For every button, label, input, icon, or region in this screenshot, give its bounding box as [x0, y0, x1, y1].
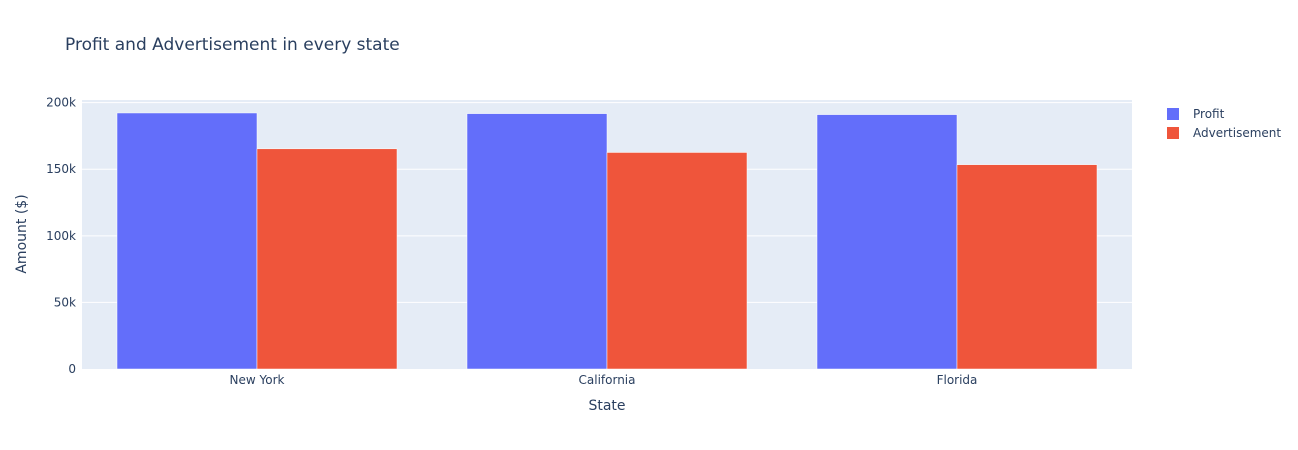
legend-swatch [1167, 108, 1179, 120]
bar-profit-california[interactable] [466, 113, 608, 370]
x-tick-label: California [579, 373, 636, 387]
x-tick-label: Florida [937, 373, 978, 387]
y-tick-label: 50k [54, 295, 76, 309]
legend-item-profit[interactable]: Profit [1167, 107, 1225, 121]
legend-label: Profit [1193, 107, 1225, 121]
y-tick-label: 150k [46, 162, 76, 176]
legend-swatch [1167, 127, 1179, 139]
bar-profit-new-york[interactable] [116, 112, 258, 370]
x-tick-label: New York [230, 373, 285, 387]
y-axis-ticks: 0 50k 100k 150k 200k [46, 96, 76, 376]
bars [116, 112, 1098, 370]
y-tick-label: 200k [46, 96, 76, 110]
legend-item-advertisement[interactable]: Advertisement [1167, 126, 1281, 140]
x-axis-ticks: New York California Florida [230, 373, 978, 387]
y-tick-label: 100k [46, 229, 76, 243]
legend[interactable]: Profit Advertisement [1167, 107, 1281, 140]
bar-advertisement-florida[interactable] [956, 164, 1098, 370]
bar-profit-florida[interactable] [816, 114, 958, 370]
bar-advertisement-new-york[interactable] [256, 148, 398, 370]
legend-label: Advertisement [1193, 126, 1281, 140]
y-axis-title: Amount ($) [14, 194, 30, 273]
bar-advertisement-california[interactable] [606, 152, 748, 370]
chart-title: Profit and Advertisement in every state [65, 35, 400, 55]
x-axis-title: State [588, 398, 625, 414]
y-tick-label: 0 [68, 362, 76, 376]
